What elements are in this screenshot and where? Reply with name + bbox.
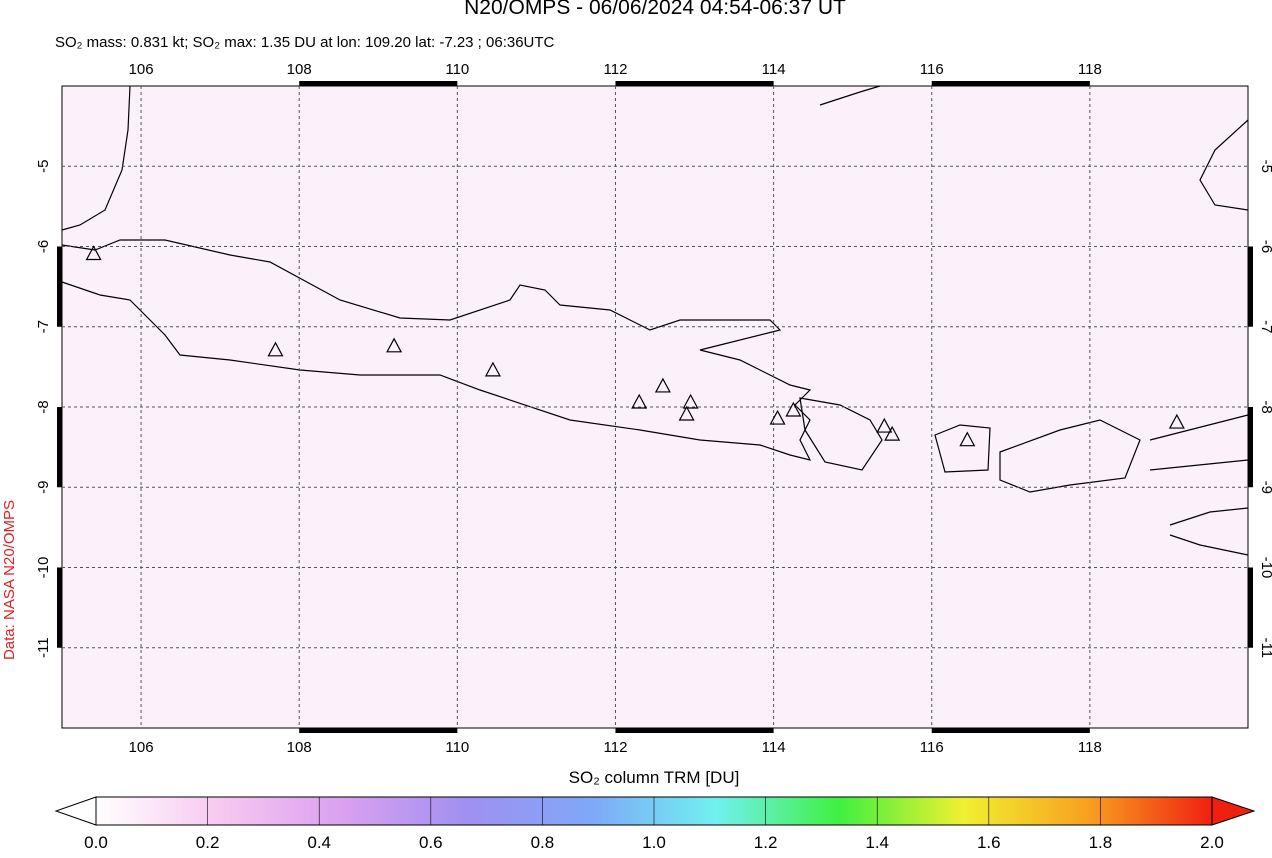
x-tick-label-top: 110 xyxy=(445,61,469,78)
frame-segment xyxy=(615,81,774,86)
borneo-coast xyxy=(819,85,881,106)
volcano xyxy=(876,417,893,433)
frame-segment xyxy=(57,567,62,648)
x-tick-label-top: 108 xyxy=(287,61,312,78)
volcano xyxy=(654,377,671,393)
y-tick-label-right: -11 xyxy=(1258,637,1272,658)
volcano xyxy=(785,401,802,417)
x-tick-label-top: 118 xyxy=(1078,61,1102,78)
y-tick-label: -11 xyxy=(35,637,52,658)
frame-segment xyxy=(57,246,62,327)
sumba-coast xyxy=(1169,507,1249,556)
java-coast xyxy=(61,239,812,461)
x-tick-label: 110 xyxy=(445,739,469,756)
volcano xyxy=(1168,413,1185,429)
frame-segment xyxy=(1248,407,1253,488)
frame-segment xyxy=(931,728,1090,733)
volcano xyxy=(884,425,901,441)
y-tick-label-right: -7 xyxy=(1258,320,1272,333)
y-tick-label-right: -6 xyxy=(1258,240,1272,253)
volcano xyxy=(85,245,102,261)
credit: Data: NASA N20/OMPS xyxy=(1,500,18,660)
y-tick-label: -8 xyxy=(35,400,52,413)
colorbar-tick-label: 1.4 xyxy=(865,833,889,852)
colorbar-tick-label: 0.2 xyxy=(196,833,220,852)
y-tick-label-right: -8 xyxy=(1258,400,1272,413)
frame-segment xyxy=(299,81,458,86)
colorbar-label: SO₂ column TRM [DU] xyxy=(569,768,740,787)
colorbar-tick-label: 2.0 xyxy=(1200,833,1224,852)
colorbar-high-arrow xyxy=(1211,796,1256,826)
y-tick-label: -6 xyxy=(35,240,52,253)
volcano xyxy=(682,393,699,409)
volcano xyxy=(959,431,976,447)
x-tick-label: 112 xyxy=(604,739,628,756)
colorbar-low-arrow xyxy=(54,796,97,826)
colorbar-tick-label: 0.0 xyxy=(84,833,108,852)
y-tick-label: -9 xyxy=(35,481,52,494)
y-tick-label-right: -9 xyxy=(1258,481,1272,494)
y-tick-label: -7 xyxy=(35,320,52,333)
colorbar-tick-label: 1.0 xyxy=(642,833,666,852)
flores-coast xyxy=(1149,414,1249,471)
frame-segment xyxy=(299,728,458,733)
frame-segment xyxy=(1248,567,1253,648)
frame-segment xyxy=(615,728,774,733)
sulawesi-coast xyxy=(1199,119,1249,211)
frame-segment xyxy=(57,407,62,488)
x-tick-label-top: 106 xyxy=(129,61,154,78)
x-tick-label-top: 116 xyxy=(920,61,944,78)
volcano xyxy=(631,393,648,409)
colorbar-tick-label: 0.4 xyxy=(307,833,331,852)
colorbar-tick-label: 1.8 xyxy=(1089,833,1113,852)
x-tick-label: 114 xyxy=(762,739,786,756)
colorbar-tick-label: 1.6 xyxy=(977,833,1001,852)
volcano xyxy=(769,409,786,425)
y-tick-label-right: -10 xyxy=(1258,557,1272,579)
volcano xyxy=(678,405,695,421)
y-tick-label-right: -5 xyxy=(1258,160,1272,173)
x-tick-label-top: 114 xyxy=(762,61,786,78)
sumbawa-coast xyxy=(999,419,1141,493)
sumatra-coast xyxy=(61,85,131,231)
x-tick-label: 118 xyxy=(1078,739,1102,756)
x-tick-label-top: 112 xyxy=(604,61,628,78)
lombok-coast xyxy=(934,424,991,473)
y-tick-label: -5 xyxy=(35,160,52,173)
colorbar-tick-label: 1.2 xyxy=(754,833,778,852)
x-tick-label: 116 xyxy=(920,739,944,756)
map-area xyxy=(62,86,1248,728)
subtitle: SO₂ mass: 0.831 kt; SO₂ max: 1.35 DU at … xyxy=(55,34,555,51)
frame-segment xyxy=(1248,246,1253,327)
x-tick-label: 106 xyxy=(129,739,154,756)
coastlines xyxy=(61,85,1249,556)
title: N20/OMPS - 06/06/2024 04:54-06:37 UT xyxy=(464,0,846,19)
colorbar-tick-label: 0.6 xyxy=(419,833,443,852)
frame-segment xyxy=(931,81,1090,86)
x-tick-label: 108 xyxy=(287,739,312,756)
volcano xyxy=(386,337,403,353)
volcano xyxy=(267,341,284,357)
y-tick-label: -10 xyxy=(35,557,52,579)
colorbar-tick-label: 0.8 xyxy=(531,833,555,852)
volcano xyxy=(484,361,501,377)
